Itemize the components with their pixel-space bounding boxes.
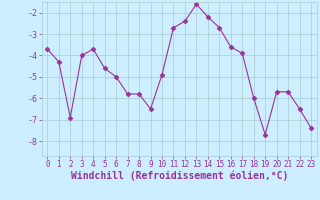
X-axis label: Windchill (Refroidissement éolien,°C): Windchill (Refroidissement éolien,°C): [70, 171, 288, 181]
